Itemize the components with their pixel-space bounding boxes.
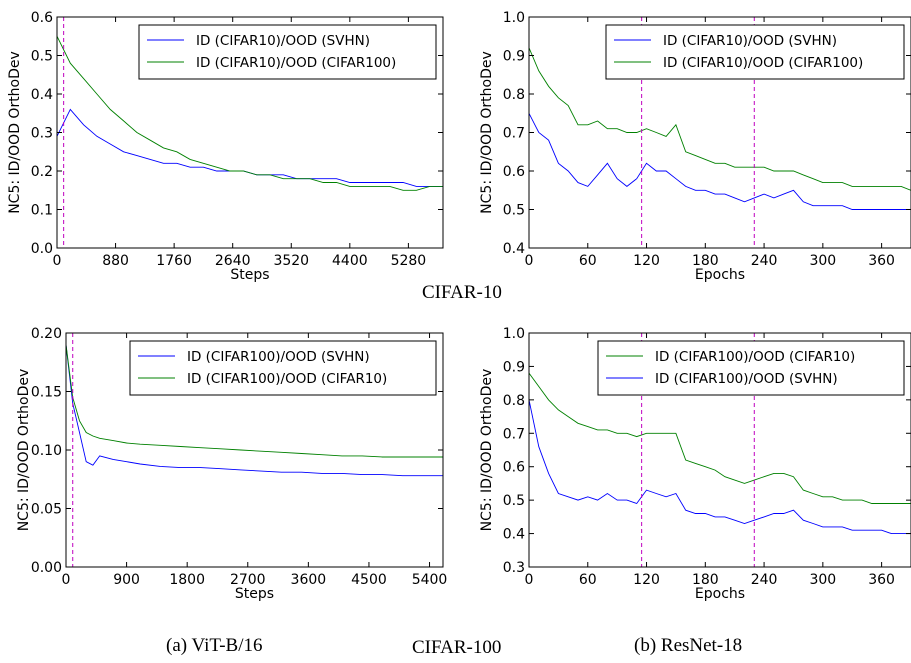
y-tick-label: 0.4 bbox=[31, 87, 53, 103]
y-axis-label: NC5: ID/OOD OrthoDev bbox=[7, 51, 23, 214]
series-line-2 bbox=[65, 344, 443, 458]
legend-box bbox=[138, 24, 437, 80]
y-tick-label: 0.6 bbox=[503, 460, 525, 476]
y-tick-label: 0.15 bbox=[31, 385, 62, 401]
x-tick-label: 5400 bbox=[412, 572, 448, 588]
y-tick-label: 0.3 bbox=[31, 126, 53, 142]
x-tick-label: 1800 bbox=[169, 572, 205, 588]
chart-panel-4: 0 60 120 180 240 300 360 0.3 0.4 0.5 0.6 0.7 0.8 0.9 1… bbox=[479, 326, 911, 602]
x-tick-label: 120 bbox=[633, 253, 660, 269]
x-tick-label: 2700 bbox=[230, 572, 266, 588]
caption-resnet: (b) ResNet-18 bbox=[634, 635, 743, 656]
y-tick-label: 0.3 bbox=[503, 560, 525, 576]
y-tick-label: 0.6 bbox=[31, 10, 53, 26]
chart-panel-2: 0 60 120 180 240 300 360 0.4 0.5 0.6 0.7 0.8 0.9 1.0 E… bbox=[479, 10, 911, 283]
y-tick-label: 0.05 bbox=[31, 502, 62, 518]
x-tick-label: 240 bbox=[751, 253, 778, 269]
series-line-2 bbox=[528, 47, 911, 191]
x-tick-label: 900 bbox=[113, 572, 140, 588]
x-tick-label: 4400 bbox=[332, 253, 368, 269]
x-tick-label: 5280 bbox=[391, 253, 427, 269]
y-tick-label: 0.1 bbox=[31, 203, 53, 219]
x-tick-label: 300 bbox=[809, 572, 836, 588]
series-line-1 bbox=[528, 372, 911, 504]
caption-vit: (a) ViT-B/16 bbox=[166, 635, 263, 656]
legend-label: ID (CIFAR10)/OOD (SVHN) bbox=[196, 33, 370, 49]
x-tick-label: 240 bbox=[751, 572, 778, 588]
x-tick-label: 360 bbox=[868, 572, 895, 588]
chart-panel-1: 0 880 1760 2640 3520 4400 5280 0.0 0.1 0.2 0.3 0.4 0… bbox=[7, 10, 444, 283]
x-tick-label: 360 bbox=[868, 253, 895, 269]
x-tick-label: 3520 bbox=[273, 253, 309, 269]
x-tick-label: 60 bbox=[579, 253, 597, 269]
series-line-2 bbox=[56, 36, 443, 191]
legend-label: ID (CIFAR100)/OOD (CIFAR10) bbox=[187, 371, 387, 387]
x-tick-label: 120 bbox=[633, 572, 660, 588]
legend-label: ID (CIFAR100)/OOD (SVHN) bbox=[655, 371, 838, 387]
y-tick-label: 0.8 bbox=[503, 393, 525, 409]
x-tick-label: 3600 bbox=[291, 572, 327, 588]
series-line-2 bbox=[528, 399, 911, 535]
series-line-1 bbox=[65, 344, 443, 477]
y-tick-label: 0.7 bbox=[503, 426, 525, 442]
x-axis-label: Epochs bbox=[695, 586, 745, 602]
x-tick-label: 0 bbox=[525, 572, 534, 588]
x-tick-label: 180 bbox=[692, 572, 719, 588]
y-tick-label: 0.4 bbox=[503, 241, 525, 257]
y-tick-label: 0.9 bbox=[503, 49, 525, 65]
y-axis-label: NC5: ID/OOD OrthoDev bbox=[479, 369, 495, 532]
y-tick-label: 0.2 bbox=[31, 164, 53, 180]
legend-box bbox=[129, 340, 437, 396]
y-tick-label: 0.8 bbox=[503, 87, 525, 103]
legend-label: ID (CIFAR10)/OOD (CIFAR100) bbox=[196, 55, 396, 71]
x-tick-label: 2640 bbox=[215, 253, 251, 269]
x-tick-label: 1760 bbox=[156, 253, 192, 269]
legend-box bbox=[597, 340, 905, 396]
y-tick-label: 0.6 bbox=[503, 164, 525, 180]
x-tick-label: 0 bbox=[525, 253, 534, 269]
x-tick-label: 880 bbox=[102, 253, 129, 269]
x-tick-label: 4500 bbox=[351, 572, 387, 588]
y-tick-label: 0.9 bbox=[503, 359, 525, 375]
chart-panel-3: 0 900 1800 2700 3600 4500 5400 0.00 0.05 0.10 0.15… bbox=[16, 326, 447, 602]
x-tick-label: 0 bbox=[62, 572, 71, 588]
y-tick-label: 0.10 bbox=[31, 443, 62, 459]
caption-cifar100: CIFAR-100 bbox=[412, 637, 502, 658]
y-tick-label: 0.4 bbox=[503, 527, 525, 543]
legend-label: ID (CIFAR100)/OOD (SVHN) bbox=[187, 349, 370, 365]
y-tick-label: 0.7 bbox=[503, 126, 525, 142]
y-axis-label: NC5: ID/OOD OrthoDev bbox=[479, 51, 495, 214]
y-axis-label: NC5: ID/OOD OrthoDev bbox=[16, 369, 32, 532]
x-axis-label: Steps bbox=[230, 267, 269, 283]
legend-label: ID (CIFAR100)/OOD (CIFAR10) bbox=[655, 349, 855, 365]
x-axis-label: Epochs bbox=[695, 267, 745, 283]
series-line-1 bbox=[528, 113, 911, 210]
legend-label: ID (CIFAR10)/OOD (CIFAR100) bbox=[663, 55, 863, 71]
x-tick-label: 180 bbox=[692, 253, 719, 269]
x-axis-label: Steps bbox=[235, 586, 274, 602]
legend-box bbox=[605, 24, 905, 80]
y-tick-label: 0.5 bbox=[503, 493, 525, 509]
x-tick-label: 300 bbox=[809, 253, 836, 269]
legend-label: ID (CIFAR10)/OOD (SVHN) bbox=[663, 33, 837, 49]
y-tick-label: 0.20 bbox=[31, 326, 62, 342]
series-line-1 bbox=[56, 108, 443, 187]
y-tick-label: 0.00 bbox=[31, 560, 62, 576]
y-tick-label: 0.0 bbox=[31, 241, 53, 257]
x-tick-label: 0 bbox=[53, 253, 62, 269]
y-tick-label: 0.5 bbox=[31, 49, 53, 65]
y-tick-label: 1.0 bbox=[503, 10, 525, 26]
y-tick-label: 1.0 bbox=[503, 326, 525, 342]
plot-frame bbox=[528, 332, 911, 568]
y-tick-label: 0.5 bbox=[503, 203, 525, 219]
caption-cifar10: CIFAR-10 bbox=[422, 282, 502, 303]
x-tick-label: 60 bbox=[579, 572, 597, 588]
